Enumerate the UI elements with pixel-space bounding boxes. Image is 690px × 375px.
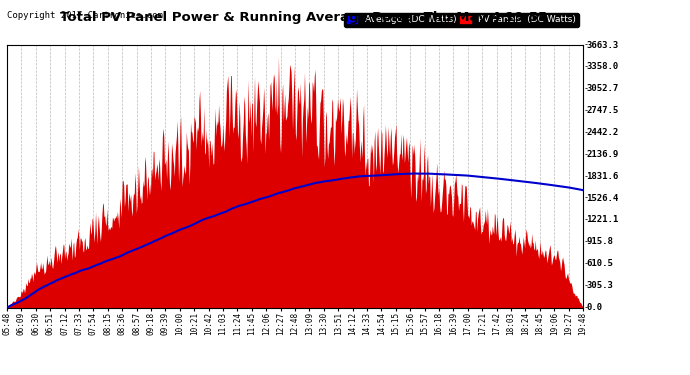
Text: -: -	[584, 106, 589, 115]
Text: 305.3: 305.3	[586, 281, 613, 290]
Text: 3052.7: 3052.7	[586, 84, 619, 93]
Text: -: -	[584, 62, 589, 71]
Text: -: -	[584, 128, 589, 137]
Text: 2136.9: 2136.9	[586, 150, 619, 159]
Text: 1221.1: 1221.1	[586, 216, 619, 225]
Text: Total PV Panel Power & Running Average Power Thu May 4 19:55: Total PV Panel Power & Running Average P…	[60, 11, 547, 24]
Text: -: -	[584, 259, 589, 268]
Text: 1526.4: 1526.4	[586, 194, 619, 202]
Text: 3663.3: 3663.3	[586, 40, 619, 50]
Text: -: -	[584, 216, 589, 225]
Text: -: -	[584, 281, 589, 290]
Legend: Average  (DC Watts), PV Panels  (DC Watts): Average (DC Watts), PV Panels (DC Watts)	[344, 13, 578, 27]
Text: 2747.5: 2747.5	[586, 106, 619, 115]
Text: 1831.6: 1831.6	[586, 172, 619, 181]
Text: 0.0: 0.0	[586, 303, 602, 312]
Text: 2442.2: 2442.2	[586, 128, 619, 137]
Text: -: -	[584, 172, 589, 181]
Text: -: -	[584, 84, 589, 93]
Text: 915.8: 915.8	[586, 237, 613, 246]
Text: -: -	[584, 194, 589, 202]
Text: -: -	[584, 150, 589, 159]
Text: Copyright 2017 Cartronics.com: Copyright 2017 Cartronics.com	[7, 11, 163, 20]
Text: -: -	[584, 303, 589, 312]
Text: -: -	[584, 40, 589, 50]
Text: -: -	[584, 237, 589, 246]
Text: 3358.0: 3358.0	[586, 62, 619, 71]
Text: 610.5: 610.5	[586, 259, 613, 268]
